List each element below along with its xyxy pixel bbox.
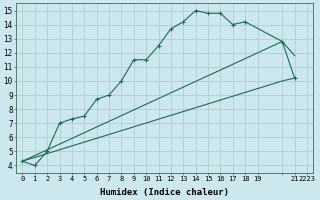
X-axis label: Humidex (Indice chaleur): Humidex (Indice chaleur) (100, 188, 229, 197)
